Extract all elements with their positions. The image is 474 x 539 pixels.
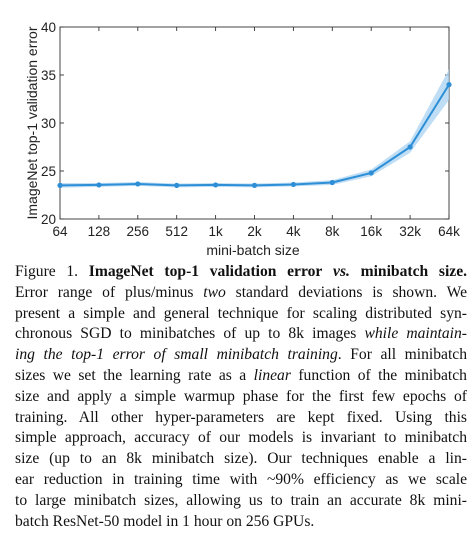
caption-text: function of the minibatch: [290, 366, 467, 384]
x-tick-label: 512: [165, 224, 188, 239]
caption-text: sizes we set the learning rate as a: [15, 366, 254, 384]
x-tick-label: 64: [52, 224, 68, 239]
x-tick-label: 1k: [208, 224, 223, 239]
data-point: [290, 181, 296, 188]
data-point: [329, 179, 335, 186]
caption-text: ear reduction in training time with ~90%…: [15, 470, 467, 488]
y-tick-label: 25: [41, 164, 56, 179]
caption-title-end: minibatch size.: [360, 263, 468, 280]
y-tick-label: 35: [41, 68, 56, 83]
data-point: [213, 182, 219, 188]
x-tick-label: 2k: [247, 224, 262, 239]
data-point: [96, 182, 102, 188]
caption-emphasis: while maintain-: [364, 325, 468, 343]
y-tick-label: 20: [41, 212, 56, 227]
caption-text: . For all minibatch: [337, 346, 467, 364]
x-tick-label: 4k: [286, 224, 301, 239]
caption-text: batch ResNet-50 model in 1 hour on 256 G…: [15, 512, 315, 530]
data-point: [57, 182, 63, 188]
caption-text: standard deviations is shown. We: [225, 283, 467, 301]
data-point: [407, 144, 413, 150]
caption-text: present a simple and general technique f…: [15, 304, 467, 322]
x-tick-label: 256: [127, 224, 150, 239]
caption-text: simple approach, accuracy of our models …: [15, 429, 467, 447]
x-tick-label: 32k: [399, 224, 421, 239]
caption-title: ImageNet top-1 validation error: [88, 263, 323, 280]
caption-text: chronous SGD to minibatches of up to 8k …: [15, 325, 365, 343]
x-tick-label: 128: [88, 224, 111, 239]
x-tick-label: 64k: [438, 224, 460, 239]
y-tick-label: 30: [41, 116, 56, 131]
series-line: [59, 84, 450, 187]
data-point: [251, 182, 258, 188]
data-point: [174, 182, 180, 188]
y-axis-label: ImageNet top-1 validation error: [24, 26, 40, 219]
data-point: [368, 170, 374, 176]
x-axis-label: mini-batch size: [206, 242, 300, 258]
figure-chart: ImageNet top-1 validation error mini-bat…: [24, 20, 460, 258]
error-band: [60, 69, 449, 188]
caption-text: to large minibatch sizes, allowing us to…: [15, 491, 467, 509]
figure-label: Figure 1.: [15, 263, 79, 280]
caption-text: Error range of plus/minus: [15, 283, 204, 301]
data-point: [135, 181, 141, 187]
x-tick-label: 16k: [360, 224, 382, 239]
figure-caption: Figure 1. ImageNet top-1 validation erro…: [15, 262, 467, 532]
data-point: [446, 82, 452, 88]
plot-frame: [59, 26, 450, 220]
caption-text: size (up to an 8k minibatch size). Our t…: [15, 450, 467, 468]
x-tick-label: 8k: [325, 224, 340, 239]
caption-text: training. All other hyper-parameters are…: [15, 408, 467, 426]
caption-emphasis: linear: [253, 366, 291, 384]
y-tick-label: 40: [41, 20, 56, 35]
caption-vs: vs.: [333, 263, 350, 280]
caption-emphasis: ing the top-1 error of small minibatch t…: [15, 346, 338, 364]
caption-emphasis: two: [203, 283, 226, 301]
caption-text: size and apply a simple warmup phase for…: [15, 387, 467, 405]
